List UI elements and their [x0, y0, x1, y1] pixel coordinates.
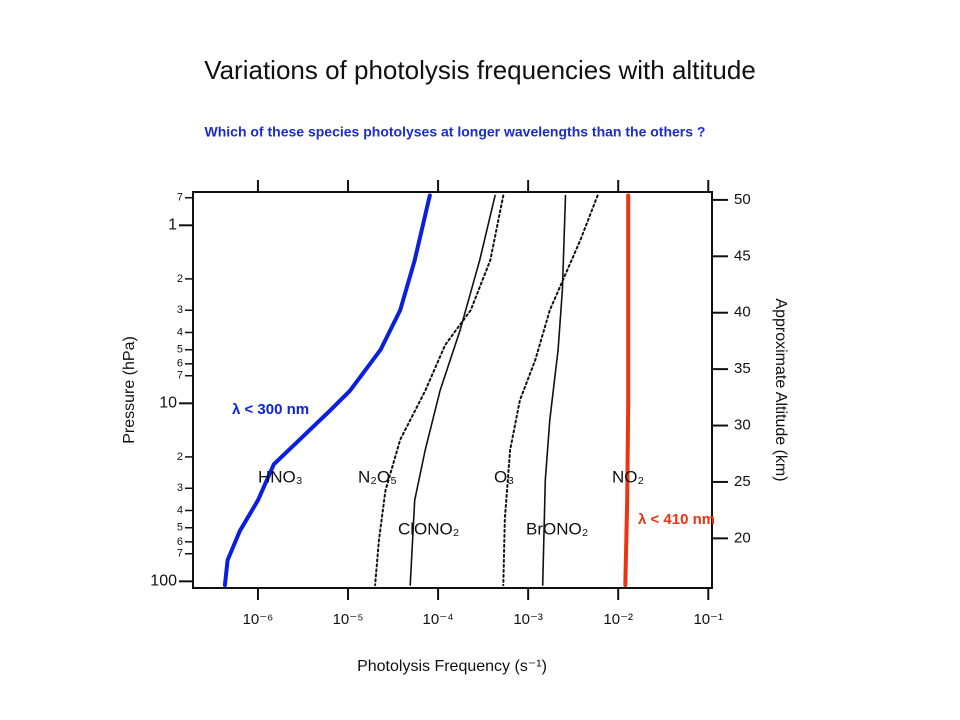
y2-tick-label: 40 — [734, 304, 751, 321]
y-tick-label: 4 — [177, 326, 183, 338]
y-tick-label: 4 — [177, 504, 183, 516]
x-tick-label: 10⁻⁵ — [333, 611, 364, 628]
x-tick-label: 10⁻³ — [513, 611, 543, 628]
plot-frame — [192, 191, 713, 589]
y2-tick-label: 50 — [734, 191, 751, 208]
title: Variations of photolysis frequencies wit… — [204, 55, 756, 85]
series-line — [541, 194, 567, 586]
y-tick-label: 5 — [177, 522, 183, 534]
y-tick-label: 10 — [159, 395, 177, 412]
series-label: BrONO₂ — [526, 519, 588, 538]
y-tick-label: 1 — [168, 217, 177, 234]
series-label: NO₂ — [612, 467, 644, 486]
series-label: O₃ — [494, 467, 514, 486]
y-tick-label: 100 — [150, 573, 177, 590]
series-line — [502, 194, 599, 587]
y-tick-label: 6 — [177, 536, 183, 548]
y2-tick-label: 35 — [734, 360, 751, 377]
y-tick-label: 5 — [177, 344, 183, 356]
subtitle: Which of these species photolyses at lon… — [205, 124, 706, 140]
y-tick-label: 2 — [177, 451, 183, 463]
x-tick-label: 10⁻¹ — [693, 611, 723, 628]
annotation: λ < 300 nm — [232, 401, 309, 418]
x-tick-label: 10⁻² — [603, 611, 633, 628]
y2-tick-label: 45 — [734, 247, 751, 264]
series-line — [374, 194, 505, 587]
series-line — [623, 193, 631, 588]
y-tick-label: 2 — [177, 273, 183, 285]
y2-tick-label: 30 — [734, 417, 751, 434]
series-label: N₂O₅ — [358, 467, 397, 486]
series-label: ClONO₂ — [398, 519, 459, 538]
y-tick-label: 7 — [177, 548, 183, 560]
y-tick-label: 3 — [177, 482, 183, 494]
series-label: HNO₃ — [258, 467, 303, 486]
x-tick-label: 10⁻⁶ — [243, 611, 274, 628]
y2-tick-label: 20 — [734, 529, 751, 546]
series-line — [409, 194, 496, 586]
x-axis-label: Photolysis Frequency (s⁻¹) — [357, 658, 547, 675]
y-tick-label: 6 — [177, 358, 183, 370]
y-tick-label: 7 — [177, 370, 183, 382]
series-line — [222, 193, 432, 588]
y-axis-label: Pressure (hPa) — [121, 336, 138, 444]
x-tick-label: 10⁻⁴ — [423, 611, 454, 628]
y2-tick-label: 25 — [734, 473, 751, 490]
annotation: λ < 410 nm — [638, 511, 715, 528]
y-tick-label: 7 — [177, 192, 183, 204]
y2-axis-label: Approximate Altitude (km) — [772, 298, 789, 481]
y-tick-label: 3 — [177, 304, 183, 316]
